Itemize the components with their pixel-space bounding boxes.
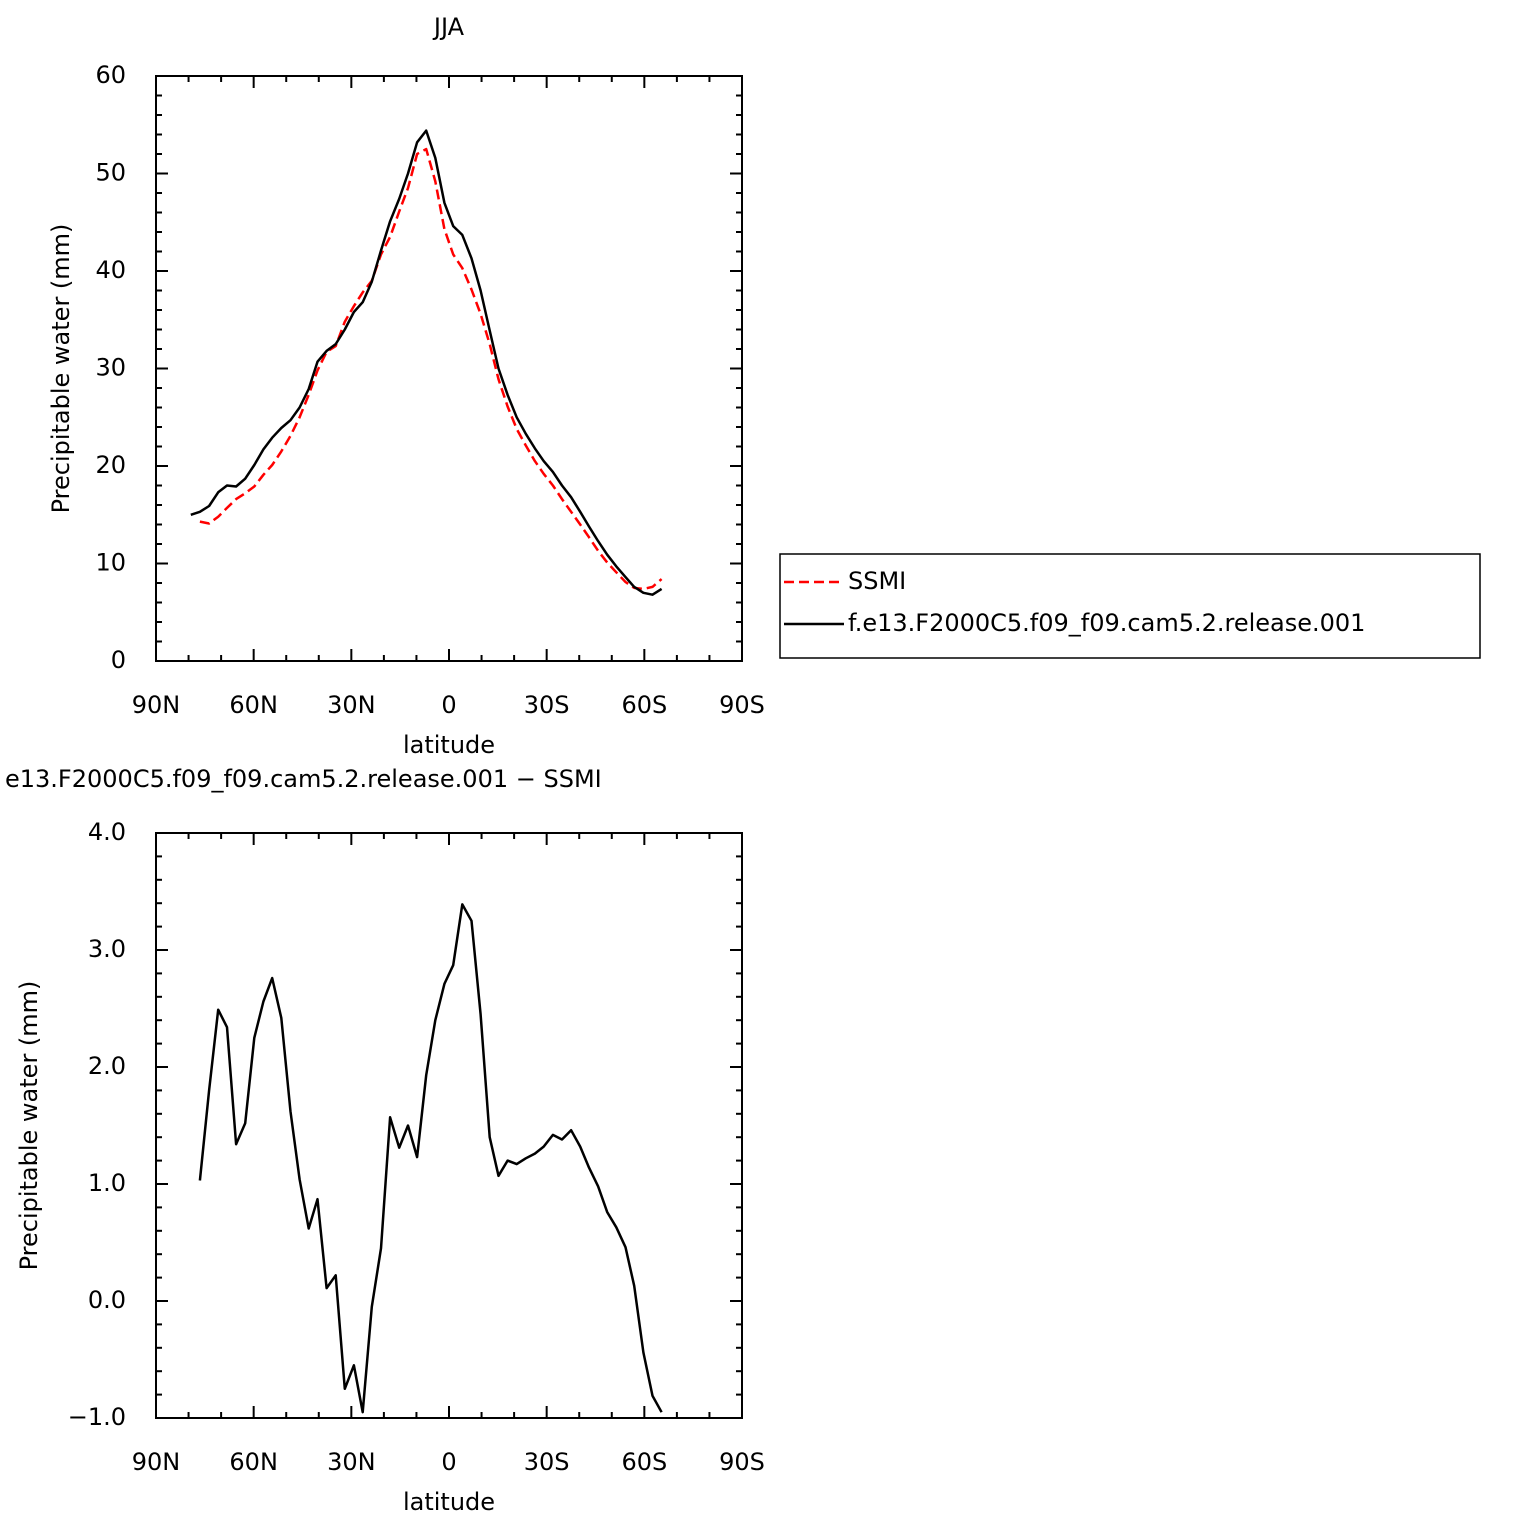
x-tick-label: 0	[441, 1448, 456, 1476]
x-tick-label: 60N	[229, 1448, 278, 1476]
data-line	[199, 147, 663, 591]
x-tick-label: 30N	[327, 691, 376, 719]
plot-frame	[155, 75, 743, 662]
x-tick-label: 30N	[327, 1448, 376, 1476]
x-tick-label: 90N	[132, 691, 181, 719]
legend-box	[779, 553, 1481, 659]
x-axis-label: latitude	[403, 1488, 495, 1516]
y-tick-label: 20	[95, 451, 126, 479]
y-tick-label: 0	[111, 646, 126, 674]
y-axis-label: Precipitable water (mm)	[15, 981, 43, 1271]
y-tick-label: 50	[95, 159, 126, 187]
x-axis-label: latitude	[403, 731, 495, 759]
y-tick-label: 1.0	[88, 1169, 126, 1197]
x-tick-label: 30S	[524, 691, 570, 719]
data-line	[190, 129, 663, 596]
y-tick-label: 40	[95, 256, 126, 284]
x-tick-label: 90S	[719, 1448, 765, 1476]
y-tick-label: 3.0	[88, 935, 126, 963]
x-tick-label: 60S	[621, 691, 667, 719]
chart-title: e13.F2000C5.f09_f09.cam5.2.release.001 −…	[5, 765, 602, 793]
y-axis-label: Precipitable water (mm)	[47, 224, 75, 514]
x-tick-label: 30S	[524, 1448, 570, 1476]
legend-label: SSMI	[848, 567, 906, 595]
y-tick-label: 4.0	[88, 818, 126, 846]
y-tick-label: 0.0	[88, 1286, 126, 1314]
x-tick-label: 60S	[621, 1448, 667, 1476]
y-tick-label: 10	[95, 549, 126, 577]
y-tick-label: 30	[95, 354, 126, 382]
y-tick-label: 2.0	[88, 1052, 126, 1080]
x-tick-label: 60N	[229, 691, 278, 719]
legend-label: f.e13.F2000C5.f09_f09.cam5.2.release.001	[848, 609, 1365, 637]
x-tick-label: 90S	[719, 691, 765, 719]
x-tick-label: 0	[441, 691, 456, 719]
data-line	[198, 903, 663, 1414]
y-tick-label: −1.0	[68, 1403, 126, 1431]
y-tick-label: 60	[95, 61, 126, 89]
chart-title: JJA	[432, 13, 465, 41]
x-tick-label: 90N	[132, 1448, 181, 1476]
